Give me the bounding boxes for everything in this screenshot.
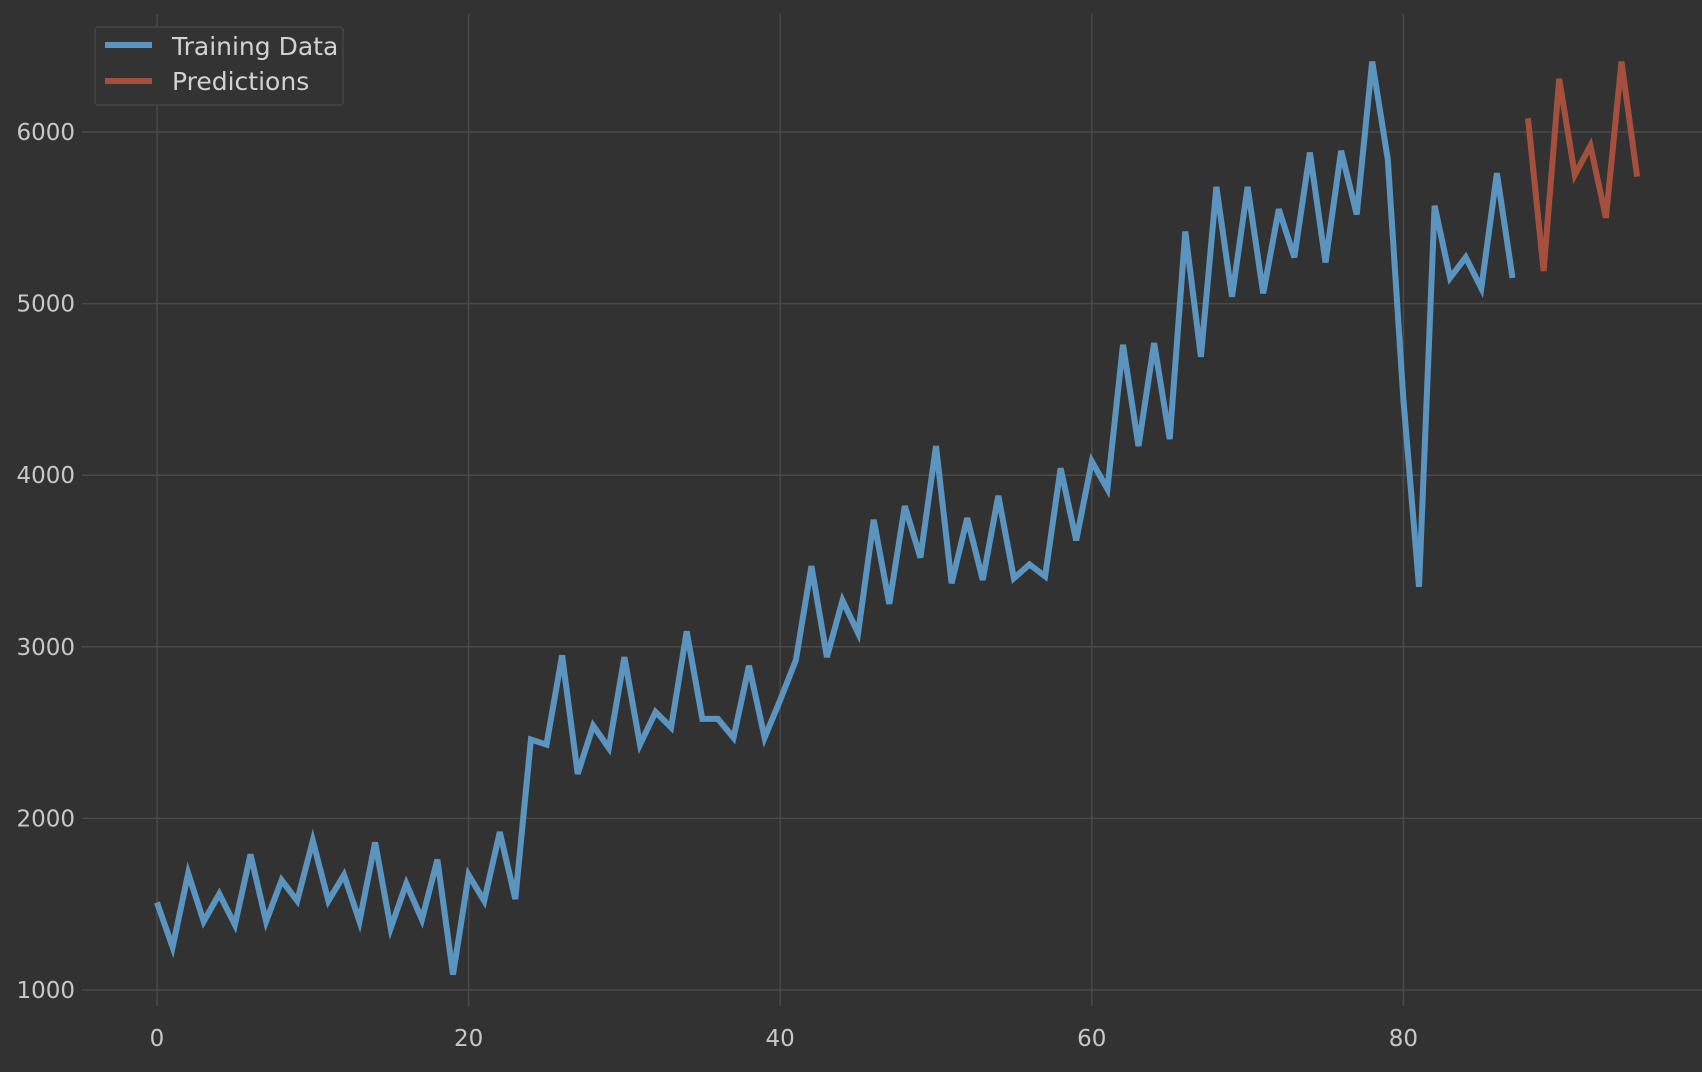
y-tick-label: 3000 bbox=[16, 635, 75, 661]
legend-label-training: Training Data bbox=[171, 32, 338, 61]
y-tick-label: 6000 bbox=[16, 120, 75, 146]
x-tick-label: 60 bbox=[1077, 1026, 1106, 1052]
axis-ticks: 0 20 40 60 80 1000 2000 3000 4000 5000 6000 bbox=[16, 120, 1418, 1052]
y-tick-label: 4000 bbox=[16, 463, 75, 489]
series-line-predictions bbox=[1525, 61, 1641, 272]
x-tick-label: 80 bbox=[1389, 1026, 1418, 1052]
y-tick-label: 1000 bbox=[16, 978, 75, 1004]
y-tick-label: 2000 bbox=[16, 806, 75, 832]
legend-box bbox=[94, 26, 344, 106]
x-tick-label: 0 bbox=[150, 1026, 165, 1052]
series-layer bbox=[154, 61, 1641, 976]
x-tick-label: 40 bbox=[766, 1026, 795, 1052]
series-line-training-data bbox=[154, 61, 1516, 976]
legend: Training Data Predictions bbox=[94, 26, 344, 106]
legend-label-predictions: Predictions bbox=[172, 67, 309, 96]
y-tick-label: 5000 bbox=[16, 292, 75, 318]
x-tick-label: 20 bbox=[454, 1026, 483, 1052]
